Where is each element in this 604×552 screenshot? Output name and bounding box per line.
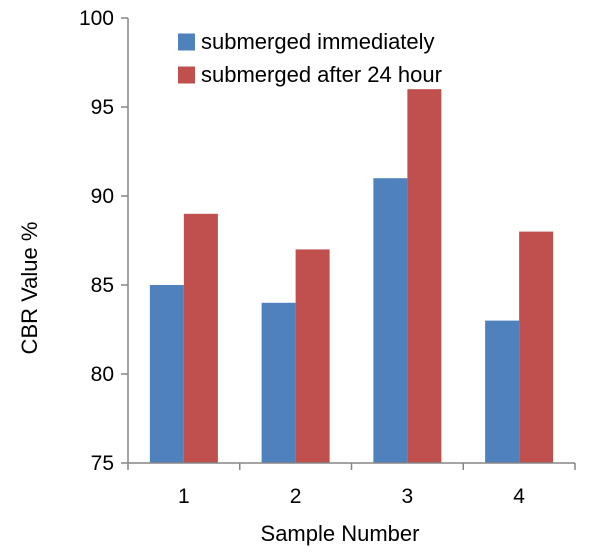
bar-immediate-sample-1 — [149, 285, 184, 463]
y-tick-label: 85 — [91, 274, 114, 297]
x-tick-label: 4 — [513, 485, 525, 508]
bar-after-24h-sample-2 — [295, 249, 330, 463]
bar-after-24h-sample-4 — [519, 231, 554, 463]
legend-label-after-24h: submerged after 24 hour — [201, 62, 442, 87]
bar-immediate-sample-2 — [261, 302, 296, 463]
legend-swatch-after-24h — [178, 66, 195, 84]
y-tick-label: 100 — [79, 7, 114, 30]
labels-layer: 1 2 3 4 75 80 85 90 95 100 — [79, 7, 525, 508]
legend-swatch-immediate — [178, 33, 195, 51]
y-tick-label: 80 — [91, 363, 114, 386]
x-tick-label: 3 — [402, 485, 414, 508]
bar-immediate-sample-4 — [485, 320, 520, 463]
x-tick-label: 1 — [178, 485, 190, 508]
bar-after-24h-sample-1 — [183, 213, 218, 463]
axes-layer — [121, 17, 576, 470]
legend-label-immediate: submerged immediately — [201, 29, 435, 54]
bar-after-24h-sample-3 — [407, 89, 442, 463]
y-tick-label: 90 — [91, 185, 114, 208]
bars-layer — [149, 89, 554, 463]
legend: submerged immediately submerged after 24 … — [178, 29, 442, 87]
y-tick-label: 75 — [91, 452, 114, 475]
bar-immediate-sample-3 — [373, 178, 408, 463]
x-tick-label: 2 — [290, 485, 302, 508]
x-axis-title: Sample Number — [261, 521, 420, 546]
y-tick-label: 95 — [91, 96, 114, 119]
y-axis-title: CBR Value % — [17, 222, 42, 355]
